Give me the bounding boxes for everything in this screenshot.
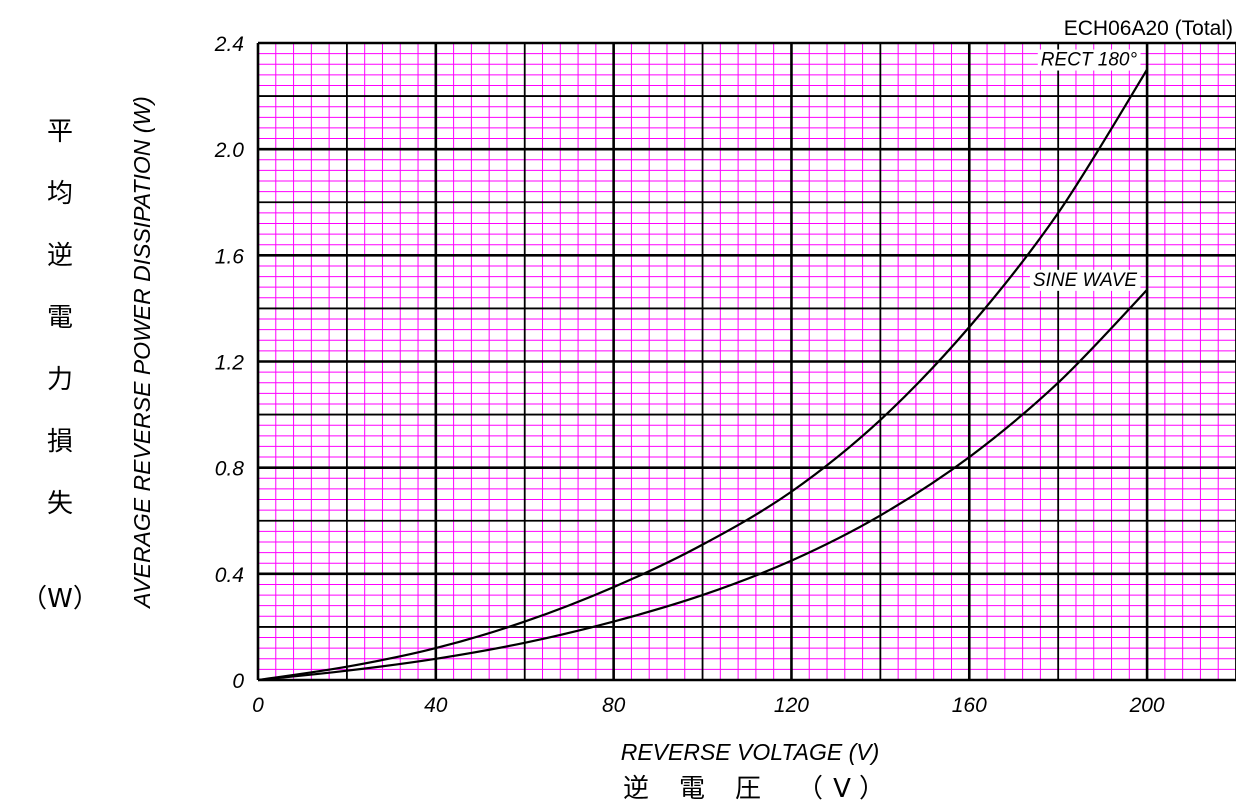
x-tick-label-5: 200 bbox=[1129, 694, 1165, 717]
tick-labels: 0 40 80 120 160 200 0 0.4 0.8 1.2 1.6 2.0 2.4 bbox=[214, 33, 1165, 717]
series-label-0: RECT 180° bbox=[1041, 50, 1138, 71]
series-label-1: SINE WAVE bbox=[1033, 270, 1138, 291]
y-tick-label-5: 2.0 bbox=[214, 139, 245, 162]
y-axis-title-japanese-unit: （W） bbox=[21, 584, 99, 614]
x-axis-title: REVERSE VOLTAGE (V) bbox=[621, 739, 880, 765]
x-tick-label-4: 160 bbox=[952, 694, 987, 717]
y-tick-label-2: 0.8 bbox=[215, 458, 245, 481]
y-tick-label-1: 0.4 bbox=[215, 564, 244, 587]
y-tick-label-4: 1.6 bbox=[215, 245, 245, 268]
x-tick-label-3: 120 bbox=[774, 694, 809, 717]
y-title-jp-char-2: 逆 bbox=[47, 241, 73, 271]
x-tick-label-1: 40 bbox=[424, 694, 448, 717]
x-title-jp-char-0: 逆 bbox=[623, 774, 649, 804]
y-tick-label-6: 2.4 bbox=[214, 33, 244, 56]
curves: RECT 180° SINE WAVE bbox=[257, 49, 1149, 682]
model-label: ECH06A20 (Total) bbox=[1064, 17, 1233, 40]
x-axis-title-japanese: 逆電圧 （ V ） bbox=[623, 774, 885, 804]
x-title-jp-char-4: V bbox=[833, 774, 851, 804]
y-tick-label-3: 1.2 bbox=[215, 352, 245, 375]
x-title-jp-char-2: 圧 bbox=[735, 774, 761, 804]
series-line-1 bbox=[257, 289, 1148, 682]
y-title-jp-char-3: 電 bbox=[47, 303, 73, 333]
y-title-jp-char-4: 力 bbox=[47, 365, 73, 395]
x-title-jp-char-3: （ bbox=[797, 774, 823, 804]
major-grid bbox=[256, 41, 1236, 682]
y-title-jp-char-1: 均 bbox=[47, 179, 73, 209]
x-title-jp-char-5: ） bbox=[859, 774, 885, 804]
series-label-bg-1 bbox=[1029, 269, 1141, 291]
y-title-jp-char-6: 失 bbox=[47, 489, 73, 519]
y-tick-label-0: 0 bbox=[232, 670, 244, 693]
series-line-0 bbox=[257, 68, 1149, 682]
y-title-jp-char-0: 平 bbox=[47, 117, 73, 147]
y-axis-title: AVERAGE REVERSE POWER DISSIPATION (W) bbox=[129, 96, 155, 610]
x-tick-label-2: 80 bbox=[602, 694, 626, 717]
series-label-bg-0 bbox=[1037, 49, 1141, 71]
x-tick-label-0: 0 bbox=[252, 694, 264, 717]
y-title-jp-char-5: 損 bbox=[47, 427, 73, 457]
x-title-jp-char-1: 電 bbox=[679, 774, 705, 804]
